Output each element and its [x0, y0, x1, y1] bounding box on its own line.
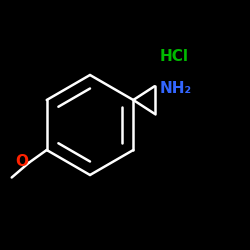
Text: HCl: HCl — [160, 49, 188, 64]
Text: O: O — [15, 154, 28, 169]
Text: NH₂: NH₂ — [160, 81, 192, 96]
